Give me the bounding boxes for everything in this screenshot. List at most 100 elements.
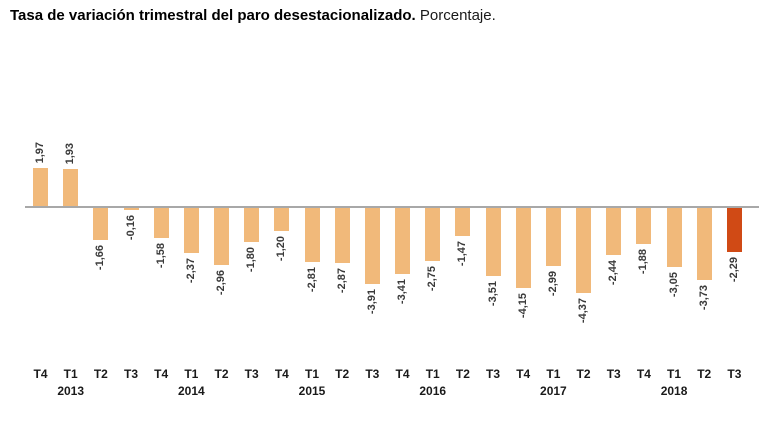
x-axis-year-label: 2016 bbox=[419, 384, 447, 398]
bar bbox=[33, 168, 48, 207]
bar-cell: -2,75 bbox=[417, 110, 448, 320]
bar bbox=[666, 207, 682, 267]
bar-cell: -2,44 bbox=[598, 110, 629, 320]
bar-value-label: -1,80 bbox=[245, 247, 258, 273]
bar-value-label: -2,87 bbox=[335, 268, 348, 294]
bar-value-label: -0,16 bbox=[124, 215, 137, 241]
bar bbox=[485, 207, 501, 276]
x-axis-labels: T4 T1 T2 T3 T4 T1 T2 T3 T4 T1 T2 T3 T4 T1 T2 T3 T4 T1 T2 T3… bbox=[25, 367, 760, 407]
bar bbox=[244, 207, 260, 243]
x-axis-quarter-label: T3 bbox=[486, 367, 501, 381]
bar-cell: -3,05 bbox=[659, 110, 690, 320]
x-axis-quarter-label: T3 bbox=[365, 367, 380, 381]
bar bbox=[545, 207, 561, 266]
bar-cell: -1,47 bbox=[447, 110, 478, 320]
bar-value-label: -3,73 bbox=[697, 285, 710, 311]
bar bbox=[696, 207, 712, 281]
bar-cell: -2,37 bbox=[176, 110, 207, 320]
bar-value-label: 1,93 bbox=[64, 142, 77, 165]
x-axis-quarter-label: T4 bbox=[636, 367, 651, 381]
bar bbox=[183, 207, 199, 254]
bar bbox=[214, 207, 230, 266]
bar bbox=[93, 207, 109, 240]
zero-axis-line bbox=[25, 206, 759, 208]
bar-value-label: -1,47 bbox=[456, 240, 469, 266]
x-axis-quarter-label: T2 bbox=[455, 367, 470, 381]
plot-area: 1,97 1,93 -1,66 -0,16 -1,58 -2,37 -2,96 -1,80 -1… bbox=[25, 110, 760, 323]
x-axis-quarter-label: T2 bbox=[214, 367, 229, 381]
bar-value-label: -2,29 bbox=[727, 256, 740, 282]
bar-value-label: -1,66 bbox=[94, 244, 107, 270]
x-axis-year-label: 2015 bbox=[298, 384, 326, 398]
x-axis-quarter-label: T1 bbox=[546, 367, 561, 381]
x-axis-quarter-label: T3 bbox=[123, 367, 138, 381]
x-axis-year-label: 2014 bbox=[177, 384, 205, 398]
x-axis-quarter-label: T4 bbox=[33, 367, 48, 381]
x-axis-year-label: 2018 bbox=[660, 384, 688, 398]
bar-value-label: -4,15 bbox=[516, 293, 529, 319]
x-axis-year-label: 2017 bbox=[540, 384, 567, 398]
x-axis-quarter-label: T4 bbox=[516, 367, 531, 381]
bar-value-label: -3,91 bbox=[365, 288, 378, 314]
x-axis-quarter-label: T2 bbox=[697, 367, 712, 381]
x-axis-quarter-label: T2 bbox=[335, 367, 350, 381]
x-axis-quarter-label: T2 bbox=[93, 367, 108, 381]
chart-title: Tasa de variación trimestral del paro de… bbox=[10, 7, 496, 24]
bar-cell: -2,81 bbox=[297, 110, 328, 320]
bar bbox=[455, 207, 471, 236]
bar bbox=[425, 207, 441, 261]
bar-cell: -4,37 bbox=[568, 110, 599, 323]
bar-value-label: -3,41 bbox=[396, 278, 409, 304]
chart-title-main: Tasa de variación trimestral del paro de… bbox=[10, 7, 416, 24]
bar bbox=[395, 207, 411, 274]
bar-cell: 1,93 bbox=[55, 110, 86, 320]
bar-value-label: -2,37 bbox=[184, 258, 197, 284]
bar-cell: -3,41 bbox=[387, 110, 418, 320]
bar-cell: -1,66 bbox=[85, 110, 116, 320]
bar bbox=[636, 207, 652, 244]
bar-value-label: -3,51 bbox=[486, 280, 499, 306]
x-axis-quarter-label: T3 bbox=[244, 367, 259, 381]
bar-value-label: -1,58 bbox=[154, 242, 167, 269]
x-axis-quarter-label: T1 bbox=[425, 367, 440, 381]
bar-cell: -4,15 bbox=[508, 110, 539, 320]
bar bbox=[364, 207, 380, 284]
bar-value-label: -2,96 bbox=[215, 270, 228, 296]
bar bbox=[606, 207, 622, 255]
bar-cell: -1,20 bbox=[266, 110, 297, 320]
x-axis-quarter-label: T1 bbox=[184, 367, 199, 381]
bar-cell: 1,97 bbox=[25, 110, 56, 320]
bar-cell: -2,99 bbox=[538, 110, 569, 320]
bar-value-label: 1,97 bbox=[34, 141, 46, 164]
bar-cell: -1,88 bbox=[628, 110, 659, 320]
bar-cell: -0,16 bbox=[116, 110, 147, 320]
x-axis-quarter-label: T1 bbox=[305, 367, 320, 381]
bar bbox=[123, 207, 139, 211]
bar-value-label: -1,88 bbox=[637, 248, 650, 274]
bar bbox=[63, 169, 79, 207]
bar-cell: -2,29 bbox=[719, 110, 750, 320]
bar-value-label: -2,44 bbox=[607, 259, 620, 285]
bar-value-label: -3,05 bbox=[667, 271, 680, 297]
x-axis-year-label: 2013 bbox=[57, 384, 85, 398]
bar-value-label: -2,81 bbox=[305, 267, 318, 293]
x-axis-quarter-label: T4 bbox=[154, 367, 169, 381]
bar-value-label: -1,20 bbox=[275, 235, 288, 261]
bar-cell: -2,96 bbox=[206, 110, 237, 320]
x-axis-quarter-label: T2 bbox=[576, 367, 591, 381]
bar bbox=[515, 207, 531, 289]
bar bbox=[153, 207, 169, 238]
bar-cell: -1,58 bbox=[146, 110, 177, 320]
bar-cell: -3,73 bbox=[689, 110, 720, 320]
x-axis-quarter-label: T3 bbox=[727, 367, 742, 381]
x-axis-quarter-label: T3 bbox=[606, 367, 621, 381]
x-axis-quarter-label: T4 bbox=[395, 367, 410, 381]
bar-highlighted bbox=[726, 207, 742, 252]
bar-value-label: -2,99 bbox=[546, 270, 559, 296]
bar-cell: -1,80 bbox=[236, 110, 267, 320]
x-axis-quarter-label: T1 bbox=[63, 367, 78, 381]
bar bbox=[576, 207, 592, 293]
bar-value-label: -2,75 bbox=[426, 265, 439, 291]
bar-cell: -3,51 bbox=[478, 110, 509, 320]
